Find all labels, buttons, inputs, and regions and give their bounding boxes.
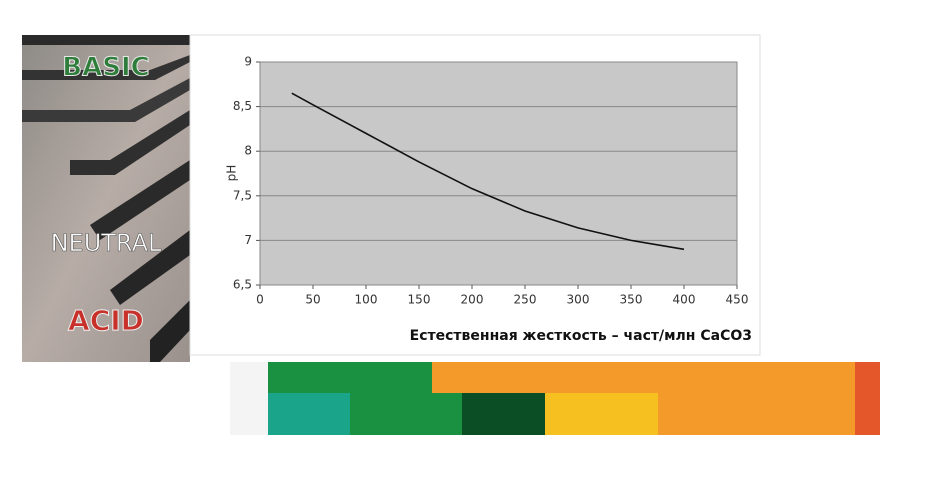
x-axis-label: Естественная жесткость – част/млн CaCO3	[410, 328, 752, 344]
y-tick-label: 8,5	[233, 99, 252, 113]
x-tick-label: 50	[305, 293, 320, 307]
stone-image: BASIC NEUTRAL ACID	[22, 35, 190, 362]
acid-label: ACID	[68, 304, 144, 337]
x-tick-label: 300	[567, 293, 590, 307]
x-tick-label: 100	[355, 293, 378, 307]
y-tick-label: 6,5	[233, 278, 252, 292]
x-tick-label: 250	[514, 293, 537, 307]
plot-area	[259, 61, 738, 286]
y-axis-label: pH	[225, 165, 239, 182]
x-tick-label: 0	[256, 293, 264, 307]
x-tick-label: 400	[673, 293, 696, 307]
data-line	[291, 92, 685, 251]
color-scale	[230, 362, 880, 435]
y-tick-label: 9	[244, 55, 252, 69]
neutral-label: NEUTRAL	[51, 229, 162, 257]
y-tick-label: 8	[244, 144, 252, 158]
basic-label: BASIC	[62, 53, 149, 83]
x-tick-label: 150	[408, 293, 431, 307]
x-tick-label: 200	[461, 293, 484, 307]
x-tick-label: 450	[726, 293, 749, 307]
y-tick-label: 7,5	[233, 188, 252, 202]
y-tick-label: 7	[244, 233, 252, 247]
x-tick-label: 350	[620, 293, 643, 307]
